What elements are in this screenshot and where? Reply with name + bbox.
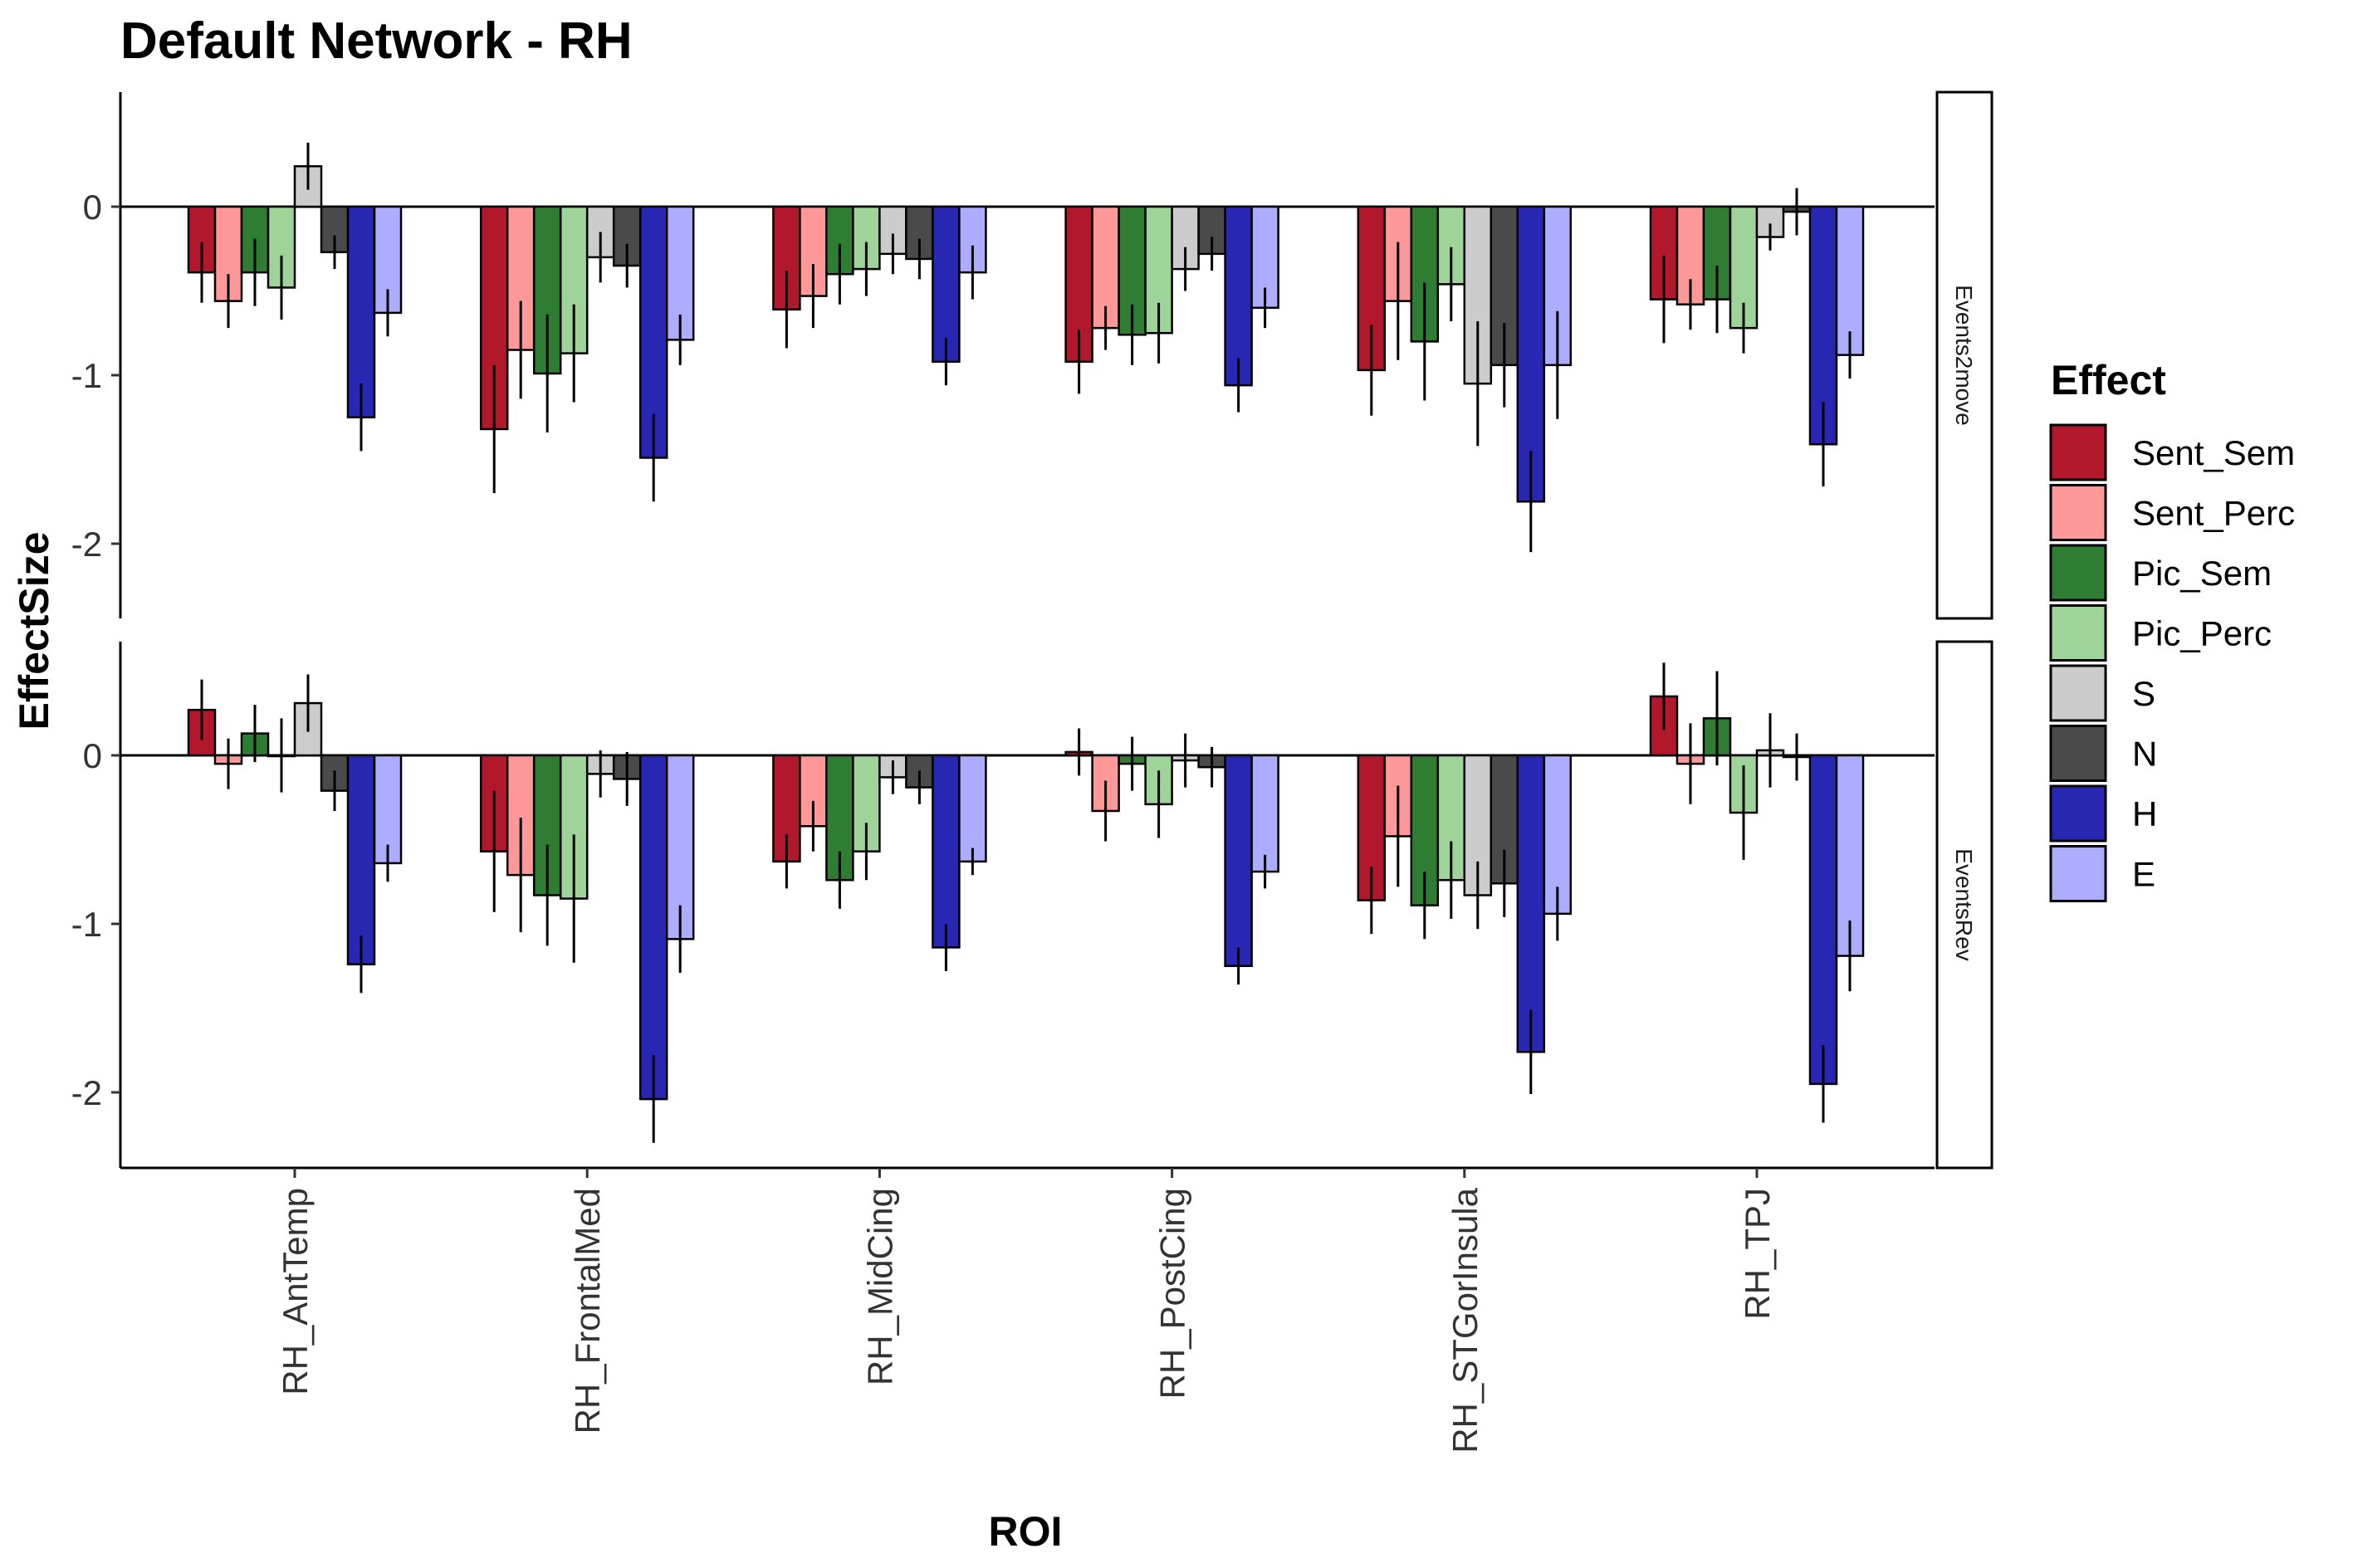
- bar-RH_MidCing-H: [932, 754, 961, 949]
- legend-key-swatch: [2049, 484, 2107, 541]
- chart-title: Default Network - RH: [120, 12, 633, 70]
- legend-key-swatch: [2049, 725, 2107, 782]
- y-tick-label: -2: [71, 525, 102, 564]
- bar-RH_PostCing-H: [1224, 754, 1253, 967]
- x-axis-title: ROI: [989, 1508, 1063, 1555]
- bar-RH_FrontalMed-H: [638, 754, 668, 1101]
- bar-RH_TPJ-H: [1808, 754, 1838, 1086]
- legend-key-swatch: [2049, 604, 2107, 662]
- x-tick-label: RH_MidCing: [860, 1188, 899, 1385]
- legend-label: Pic_Perc: [2132, 614, 2272, 653]
- legend-key-swatch: [2049, 784, 2107, 843]
- facet-strip: [1935, 90, 1993, 620]
- panel-Events2move: 0 -1 -2 Events2move: [71, 90, 1993, 620]
- legend-label: S: [2132, 674, 2155, 713]
- x-tick-label: RH_TPJ: [1738, 1188, 1777, 1320]
- bar-RH_STGorInsula-H: [1516, 754, 1546, 1053]
- x-tick-label: RH_STGorInsula: [1446, 1187, 1485, 1453]
- facet-panels: 0 -1 -2 Events2move 0 -1 -2 EventsRev: [71, 90, 1993, 1170]
- legend-label: Sent_Sem: [2132, 433, 2295, 472]
- y-tick-label: -2: [71, 1073, 102, 1112]
- bar-RH_MidCing-E: [958, 754, 987, 863]
- legend-item-N: N: [2049, 725, 2157, 782]
- legend-item-S: S: [2049, 664, 2155, 722]
- legend-item-Sent_Perc: Sent_Perc: [2049, 484, 2295, 541]
- facet-strip-label: EventsRev: [1951, 848, 1977, 960]
- y-tick-label: -1: [71, 356, 102, 395]
- x-tick-label: RH_FrontalMed: [568, 1188, 607, 1434]
- legend-key-swatch: [2049, 544, 2107, 602]
- legend-item-E: E: [2049, 845, 2155, 902]
- legend-key-swatch: [2049, 664, 2107, 722]
- legend-item-Pic_Perc: Pic_Perc: [2049, 604, 2272, 662]
- y-tick-label: -1: [71, 905, 102, 944]
- legend-item-H: H: [2049, 784, 2157, 843]
- facet-strip: [1935, 640, 1993, 1170]
- bar-RH_TPJ-Pic_Perc: [1729, 205, 1759, 330]
- legend-label: Pic_Sem: [2132, 554, 2272, 593]
- legend: Effect Sent_Sem Sent_Perc Pic_Sem Pic_Perc S…: [2049, 357, 2295, 902]
- y-axis-title: EffectSize: [11, 532, 57, 730]
- bar-RH_MidCing-Pic_Perc: [852, 754, 881, 852]
- legend-label: E: [2132, 855, 2155, 894]
- x-axis: RH_AntTemp RH_FrontalMed RH_MidCing RH_Post…: [120, 1166, 1935, 1453]
- x-tick-label: RH_AntTemp: [276, 1188, 315, 1395]
- legend-item-Sent_Sem: Sent_Sem: [2049, 423, 2295, 481]
- legend-label: H: [2132, 794, 2157, 833]
- facet-strip-label: Events2move: [1951, 285, 1977, 426]
- bar-RH_AntTemp-H: [346, 754, 376, 965]
- y-tick-label: 0: [83, 188, 102, 227]
- x-tick-label: RH_PostCing: [1153, 1188, 1192, 1399]
- legend-label: N: [2132, 735, 2157, 774]
- y-tick-label: 0: [83, 736, 102, 775]
- legend-item-Pic_Sem: Pic_Sem: [2049, 544, 2272, 602]
- bar-RH_PostCing-E: [1250, 754, 1279, 873]
- legend-key-swatch: [2049, 845, 2107, 902]
- legend-title: Effect: [2051, 357, 2166, 403]
- legend-key-swatch: [2049, 423, 2107, 481]
- panel-EventsRev: 0 -1 -2 EventsRev: [71, 640, 1993, 1170]
- legend-label: Sent_Perc: [2132, 494, 2295, 533]
